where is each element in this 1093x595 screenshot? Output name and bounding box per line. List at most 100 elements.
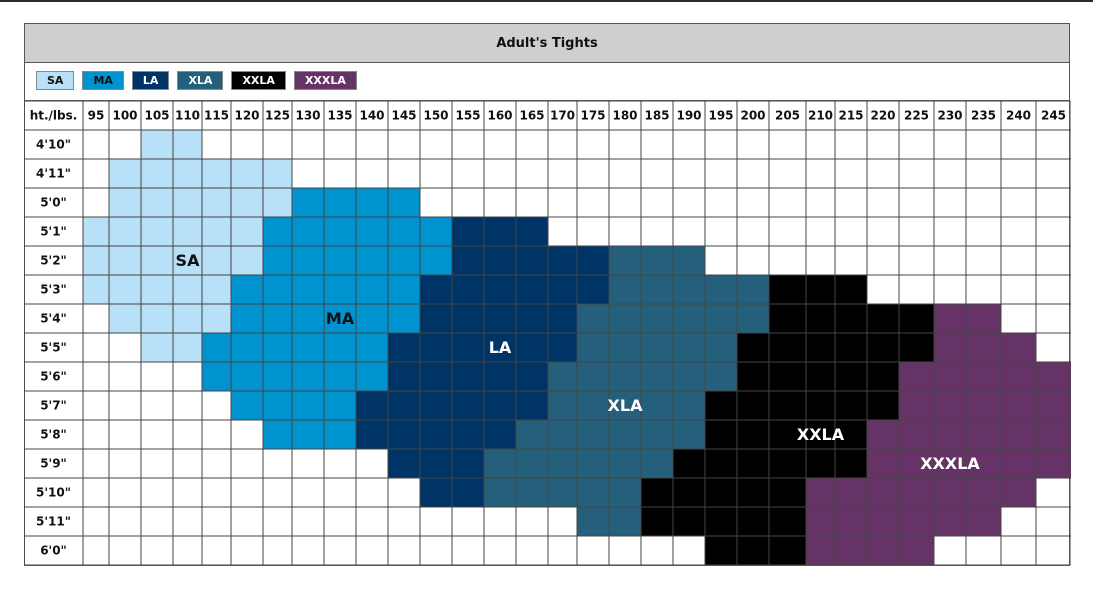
cell-xxla	[835, 275, 867, 304]
cell-xxxla	[867, 449, 899, 478]
cell-xla	[737, 275, 769, 304]
cell-la	[484, 420, 516, 449]
cell-xla	[484, 449, 516, 478]
cell-xxla	[737, 333, 769, 362]
cell-xla	[609, 449, 641, 478]
cell-sa	[83, 275, 109, 304]
cell-la	[484, 333, 516, 362]
cell-la	[452, 275, 484, 304]
cell-xxxla	[899, 478, 934, 507]
height-label: 5'10"	[36, 486, 71, 500]
cell-xxla	[806, 275, 835, 304]
cell-ma	[292, 246, 324, 275]
cell-ma	[292, 391, 324, 420]
cell-ma	[263, 362, 292, 391]
height-label: 5'2"	[40, 254, 67, 268]
legend: SA MA LA XLA XXLA XXXLA	[36, 71, 357, 90]
weight-label: 140	[359, 109, 384, 123]
cell-la	[484, 362, 516, 391]
cell-xxxla	[867, 420, 899, 449]
cell-xxxla	[934, 507, 966, 536]
cell-xla	[577, 478, 609, 507]
cell-xla	[609, 420, 641, 449]
cell-la	[452, 478, 484, 507]
cell-xla	[609, 304, 641, 333]
cell-xxla	[806, 449, 835, 478]
size-chart: Adult's Tights SA MA LA XLA XXLA XXXLA ht./lb…	[24, 23, 1071, 566]
cell-la	[548, 275, 577, 304]
cell-la	[388, 449, 420, 478]
cell-ma	[292, 420, 324, 449]
cell-xxla	[769, 478, 806, 507]
cell-xxla	[769, 275, 806, 304]
cell-xxla	[673, 449, 705, 478]
cell-xxxla	[806, 507, 835, 536]
cell-xxla	[737, 391, 769, 420]
cell-xxla	[835, 391, 867, 420]
cell-xxla	[641, 507, 673, 536]
cell-xxxla	[899, 362, 934, 391]
cell-xxla	[673, 478, 705, 507]
cell-xla	[673, 304, 705, 333]
cell-ma	[292, 304, 324, 333]
cell-xxxla	[899, 391, 934, 420]
cell-sa	[173, 275, 202, 304]
weight-label: 205	[775, 109, 800, 123]
cell-sa	[202, 275, 231, 304]
weight-label: 135	[327, 109, 352, 123]
cell-xxla	[705, 420, 737, 449]
cell-xla	[577, 507, 609, 536]
cell-xxxla	[899, 536, 934, 565]
cell-sa	[109, 304, 141, 333]
cell-xla	[516, 449, 548, 478]
cell-sa	[109, 275, 141, 304]
cell-la	[452, 420, 484, 449]
cell-xxla	[806, 420, 835, 449]
cell-xxxla	[867, 507, 899, 536]
cell-xxla	[867, 333, 899, 362]
cell-xxla	[737, 507, 769, 536]
cell-la	[356, 420, 388, 449]
weight-label: 220	[870, 109, 895, 123]
legend-item-xxxla: XXXLA	[293, 71, 357, 90]
cell-xla	[577, 304, 609, 333]
cell-xla	[705, 362, 737, 391]
cell-xxla	[705, 536, 737, 565]
cell-sa	[141, 246, 173, 275]
size-grid: ht./lbs. 95 100 105 110 115 120 125 130 135 140 145…	[24, 101, 1071, 565]
cell-xxxla	[966, 449, 1001, 478]
cell-xla	[673, 362, 705, 391]
cell-sa	[141, 304, 173, 333]
cell-la	[420, 449, 452, 478]
weight-label: 150	[423, 109, 448, 123]
cell-la	[516, 362, 548, 391]
cell-sa	[83, 246, 109, 275]
cell-la	[388, 333, 420, 362]
cell-la	[452, 362, 484, 391]
cell-xla	[737, 304, 769, 333]
cell-ma	[324, 304, 356, 333]
cell-xxla	[737, 478, 769, 507]
cell-ma	[292, 188, 324, 217]
weight-label: 230	[937, 109, 962, 123]
cell-xla	[609, 275, 641, 304]
cell-ma	[292, 362, 324, 391]
cell-la	[516, 391, 548, 420]
cell-xxxla	[966, 362, 1001, 391]
cell-xxxla	[934, 333, 966, 362]
cell-ma	[356, 362, 388, 391]
cell-sa	[141, 333, 173, 362]
cell-xxla	[835, 420, 867, 449]
cell-xxxla	[1036, 449, 1071, 478]
cell-xxxla	[966, 507, 1001, 536]
cell-la	[577, 246, 609, 275]
cell-la	[420, 478, 452, 507]
cell-la	[388, 420, 420, 449]
legend-item-ma: MA	[82, 71, 124, 90]
cell-sa	[109, 188, 141, 217]
cell-xla	[609, 362, 641, 391]
title-bar: Adult's Tights	[25, 24, 1069, 63]
weight-label: 200	[740, 109, 765, 123]
height-label: 5'8"	[40, 428, 67, 442]
cell-ma	[388, 246, 420, 275]
